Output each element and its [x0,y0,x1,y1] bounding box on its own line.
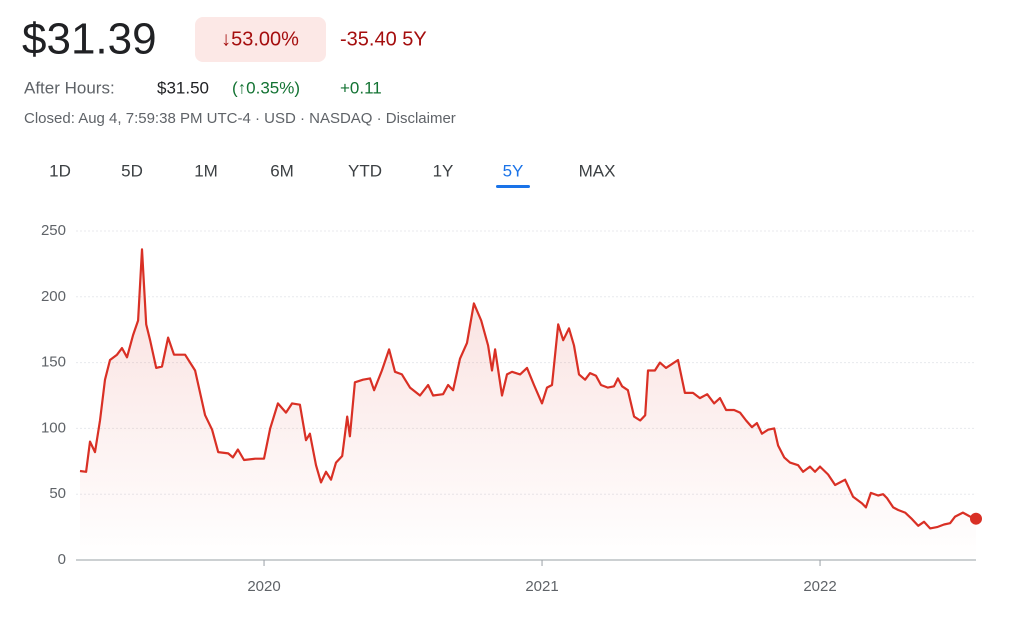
y-tick-label: 100 [41,419,66,436]
y-tick-label: 150 [41,354,66,371]
change-abs: -35.40 5Y [340,28,427,50]
after-hours-price: $31.50 [157,78,209,97]
change-badge [195,17,326,62]
tab[interactable]: 6M [270,161,294,180]
area-fill [80,249,976,560]
last-point [970,512,982,525]
tab[interactable]: 5Y [503,161,524,180]
tabs: 1D 5D 1M 6M YTD 1Y 5Y MAX [49,161,615,188]
tab[interactable]: YTD [348,161,382,180]
chart: 0 50 100 150 200 250 2020 2021 2022 [41,222,982,595]
tab[interactable]: 1D [49,161,71,180]
y-tick-label: 0 [58,551,66,568]
after-hours-pct: (↑0.35%) [232,78,300,97]
x-tick-label: 2021 [525,578,558,595]
price: $31.39 [22,15,157,64]
tab[interactable]: MAX [579,161,616,180]
y-tick-label: 50 [49,485,66,502]
tab[interactable]: 5D [121,161,143,180]
tab[interactable]: 1Y [433,161,454,180]
status: Closed: Aug 4, 7:59:38 PM UTC-4 · USD · … [24,110,456,127]
y-tick-label: 250 [41,222,66,239]
x-tick-label: 2022 [803,578,836,595]
tab[interactable]: 1M [194,161,218,180]
tab-indicator [496,185,530,188]
after-hours-label: After Hours: [24,78,115,97]
change-pct: ↓53.00% [221,28,299,50]
y-tick-label: 200 [41,288,66,305]
after-hours-change: +0.11 [340,78,382,97]
x-tick-label: 2020 [247,578,280,595]
price-line [79,248,977,530]
